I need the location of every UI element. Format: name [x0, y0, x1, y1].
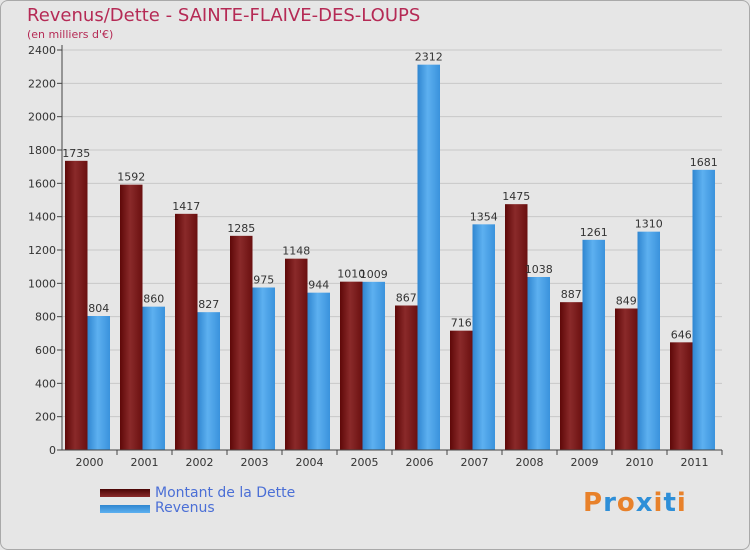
- bars: [65, 64, 715, 451]
- bar-revenus: [362, 281, 385, 450]
- data-label: 1010: [337, 268, 365, 281]
- bar-dette: [560, 302, 583, 450]
- bar-revenus: [307, 292, 330, 450]
- data-label: 975: [253, 274, 274, 287]
- x-tick-label: 2008: [516, 456, 544, 469]
- bar-dette: [340, 281, 363, 450]
- logo-letter: t: [663, 488, 677, 518]
- data-label: 849: [616, 295, 637, 308]
- bar-dette: [285, 258, 308, 450]
- x-tick-label: 2006: [406, 456, 434, 469]
- data-label: 887: [561, 288, 582, 301]
- bar-dette: [615, 308, 638, 450]
- data-label: 1009: [360, 268, 388, 281]
- proxiti-logo: Proxiti: [583, 488, 687, 518]
- logo-letter: o: [616, 488, 636, 518]
- bar-revenus: [527, 277, 550, 450]
- data-label: 1310: [635, 218, 663, 231]
- legend-label-revenus: Revenus: [155, 500, 215, 516]
- bar-chart: 0 200 400 600 800 1000 1200 1400 1600 1800 2000 220…: [28, 44, 723, 469]
- legend-swatch-debt: [100, 489, 150, 497]
- bar-dette: [395, 305, 418, 450]
- data-label: 1681: [690, 156, 718, 169]
- bar-dette: [120, 184, 143, 450]
- y-tick-label: 800: [35, 311, 56, 324]
- bar-revenus: [252, 287, 275, 450]
- bar-dette: [450, 330, 473, 450]
- y-tick-label: 2000: [28, 111, 56, 124]
- legend-swatch-revenus: [100, 505, 150, 513]
- data-label: 804: [88, 302, 109, 315]
- y-tick-label: 1200: [28, 244, 56, 257]
- x-tick-label: 2003: [241, 456, 269, 469]
- bar-dette: [230, 235, 253, 450]
- data-label: 1475: [502, 190, 530, 203]
- bar-dette: [670, 342, 693, 450]
- data-label: 646: [671, 328, 692, 341]
- bar-dette: [65, 160, 88, 451]
- x-tick-label: 2004: [296, 456, 324, 469]
- labels: 0 200 400 600 800 1000 1200 1400 1600 1800 2000 220…: [28, 44, 718, 469]
- x-tick-label: 2009: [571, 456, 599, 469]
- bar-revenus: [472, 224, 495, 450]
- data-label: 867: [396, 292, 417, 305]
- data-label: 716: [451, 317, 472, 330]
- logo-letter: P: [583, 488, 604, 518]
- data-label: 827: [198, 298, 219, 311]
- bar-dette: [505, 204, 528, 450]
- y-tick-label: 200: [35, 411, 56, 424]
- bar-revenus: [417, 64, 440, 451]
- y-tick-label: 1000: [28, 277, 56, 290]
- y-tick-label: 2400: [28, 44, 56, 57]
- bar-revenus: [692, 169, 715, 451]
- data-label: 1417: [172, 200, 200, 213]
- bar-revenus: [87, 316, 110, 450]
- x-tick-label: 2011: [681, 456, 709, 469]
- y-tick-label: 600: [35, 344, 56, 357]
- data-label: 1148: [282, 245, 310, 258]
- chart-title: Revenus/Dette - SAINTE-FLAIVE-DES-LOUPS: [27, 5, 421, 26]
- bar-dette: [175, 213, 198, 450]
- logo-letter: r: [603, 488, 617, 518]
- y-tick-label: 1600: [28, 177, 56, 190]
- x-tick-label: 2000: [76, 456, 104, 469]
- chart-subtitle: (en milliers d'€): [27, 28, 114, 41]
- data-label: 1285: [227, 222, 255, 235]
- x-tick-label: 2002: [186, 456, 214, 469]
- y-tick-label: 1800: [28, 144, 56, 157]
- data-label: 860: [143, 293, 164, 306]
- data-label: 1261: [580, 226, 608, 239]
- data-label: 944: [308, 279, 329, 292]
- data-label: 1038: [525, 263, 553, 276]
- bar-revenus: [582, 239, 605, 450]
- logo-letter: i: [676, 488, 687, 518]
- bar-revenus: [197, 312, 220, 450]
- logo-letter: x: [635, 488, 654, 518]
- x-tick-label: 2010: [626, 456, 654, 469]
- grid-lines: [62, 49, 722, 451]
- legend-label-debt: Montant de la Dette: [155, 485, 296, 501]
- logo-letter: i: [653, 488, 664, 518]
- y-tick-label: 0: [49, 444, 56, 457]
- y-tick-label: 400: [35, 377, 56, 390]
- bar-revenus: [142, 306, 165, 450]
- x-tick-label: 2007: [461, 456, 489, 469]
- data-label: 2312: [415, 51, 443, 64]
- data-label: 1592: [117, 171, 145, 184]
- data-label: 1735: [62, 147, 90, 160]
- axes: [57, 45, 723, 455]
- y-tick-label: 1400: [28, 211, 56, 224]
- data-label: 1354: [470, 210, 498, 223]
- x-tick-label: 2005: [351, 456, 379, 469]
- y-tick-label: 2200: [28, 77, 56, 90]
- bar-revenus: [637, 231, 660, 450]
- x-tick-label: 2001: [131, 456, 159, 469]
